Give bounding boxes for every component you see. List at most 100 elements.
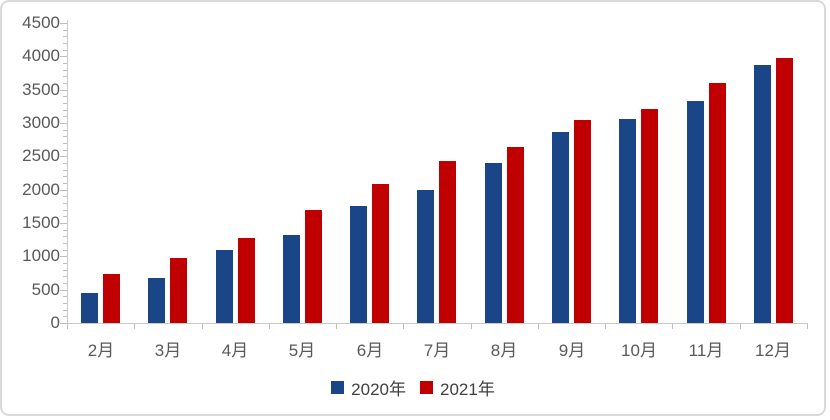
bar-2021年-6月 (372, 184, 389, 323)
y-axis-minor-tick (63, 169, 67, 171)
legend-swatch-icon (420, 381, 433, 394)
y-axis-minor-tick (63, 276, 67, 278)
y-axis-tick-label: 500 (31, 279, 60, 299)
y-axis-minor-tick (63, 69, 67, 71)
y-axis-major-tick (60, 56, 67, 58)
y-axis-minor-tick (63, 83, 67, 84)
x-axis-tick (471, 324, 472, 329)
bar-2021年-9月 (574, 120, 591, 323)
y-axis-minor-tick (63, 109, 67, 111)
y-axis-minor-tick (63, 36, 67, 38)
bar-2020年-2月 (81, 293, 98, 323)
bar-2020年-9月 (552, 132, 569, 323)
bar-2021年-4月 (238, 238, 255, 323)
y-axis-minor-tick (63, 63, 67, 64)
bar-2020年-4月 (216, 250, 233, 323)
bar-2020年-5月 (283, 235, 300, 323)
y-axis-minor-tick (63, 136, 67, 138)
y-axis-minor-tick (63, 269, 67, 271)
y-axis-tick-label: 1000 (22, 246, 60, 266)
x-axis-category-label: 6月 (356, 341, 384, 360)
y-axis-minor-tick (63, 229, 67, 231)
x-axis-tick (67, 324, 68, 329)
y-axis-minor-tick (63, 249, 67, 251)
x-axis-tick (807, 324, 808, 329)
x-axis-tick (202, 324, 203, 329)
y-axis-tick-label: 3000 (22, 113, 60, 132)
y-axis-minor-tick (63, 209, 67, 211)
x-axis-category-label: 12月 (755, 341, 791, 360)
y-axis-minor-tick (63, 236, 67, 238)
y-axis-tick-label: 0 (50, 313, 60, 332)
y-axis-minor-tick (63, 309, 67, 311)
bar-2020年-6月 (350, 206, 367, 323)
bar-2021年-10月 (641, 109, 658, 323)
y-axis-minor-tick (63, 116, 67, 118)
y-axis-minor-tick (63, 183, 67, 184)
y-axis-minor-tick (63, 129, 67, 131)
y-axis-minor-tick (63, 303, 67, 304)
x-axis-category-label: 8月 (490, 341, 518, 360)
x-axis-category-label: 9月 (558, 341, 586, 360)
x-axis-tick (672, 324, 673, 329)
y-axis-minor-tick (63, 216, 67, 218)
x-axis-tick (538, 324, 539, 329)
x-axis-tick (269, 324, 270, 329)
y-axis-major-tick (60, 89, 67, 91)
legend-label: 2021年 (440, 380, 495, 399)
y-axis-major-tick (60, 189, 67, 191)
legend-label: 2020年 (351, 380, 406, 399)
y-axis-tick-label: 1500 (22, 213, 60, 232)
bar-2020年-10月 (619, 119, 636, 323)
bar-2020年-7月 (417, 190, 434, 323)
y-axis-tick-label: 2000 (22, 179, 60, 199)
y-axis-minor-tick (63, 196, 67, 198)
x-axis-category-label: 5月 (288, 341, 316, 360)
x-axis-category-label: 4月 (221, 341, 249, 360)
bar-2021年-8月 (507, 147, 524, 323)
y-axis-minor-tick (63, 296, 67, 298)
y-axis-minor-tick (63, 263, 67, 264)
y-axis-major-tick (60, 223, 67, 224)
bar-2021年-11月 (709, 83, 726, 323)
y-axis-minor-tick (63, 316, 67, 318)
y-axis-minor-tick (63, 143, 67, 144)
x-axis-tick (336, 324, 337, 329)
y-axis-major-tick (60, 123, 67, 124)
bar-2021年-5月 (305, 210, 322, 323)
x-axis-tick (403, 324, 404, 329)
y-axis-minor-tick (63, 29, 67, 31)
bar-2021年-7月 (439, 161, 456, 323)
chart-legend: 2020年 2021年 (2, 375, 824, 400)
x-axis-tick (740, 324, 741, 329)
legend-item-2021年: 2021年 (420, 375, 495, 400)
x-axis-category-label: 11月 (688, 341, 724, 360)
bar-2020年-8月 (485, 163, 502, 323)
y-axis-major-tick (60, 289, 67, 291)
y-axis-major-tick (60, 156, 67, 158)
x-axis-tick (134, 324, 135, 329)
y-axis-major-tick (60, 323, 67, 324)
y-axis-tick-label: 4000 (22, 46, 60, 66)
y-axis-minor-tick (63, 149, 67, 151)
bar-2021年-2月 (103, 274, 120, 323)
y-axis-minor-tick (63, 176, 67, 178)
bar-2021年-3月 (170, 258, 187, 323)
x-axis-category-label: 3月 (154, 341, 182, 360)
x-axis-category-label: 2月 (87, 341, 115, 360)
y-axis-line (67, 20, 68, 323)
bar-2021年-12月 (776, 58, 793, 323)
x-axis-line (67, 323, 808, 324)
bar-2020年-12月 (754, 65, 771, 323)
bar-2020年-11月 (687, 101, 704, 323)
y-axis-minor-tick (63, 103, 67, 104)
y-axis-minor-tick (63, 43, 67, 44)
bar-chart-plot-area: 0 500 1000 1500 2000 2500 3000 3500 4000 4500 2月 3月… (2, 2, 824, 372)
y-axis-minor-tick (63, 96, 67, 98)
bar-2020年-3月 (148, 278, 165, 323)
y-axis-tick-label: 4500 (22, 13, 60, 32)
legend-swatch-icon (331, 381, 345, 394)
legend-item-2020年: 2020年 (331, 375, 406, 400)
y-axis-tick-label: 3500 (22, 79, 60, 99)
